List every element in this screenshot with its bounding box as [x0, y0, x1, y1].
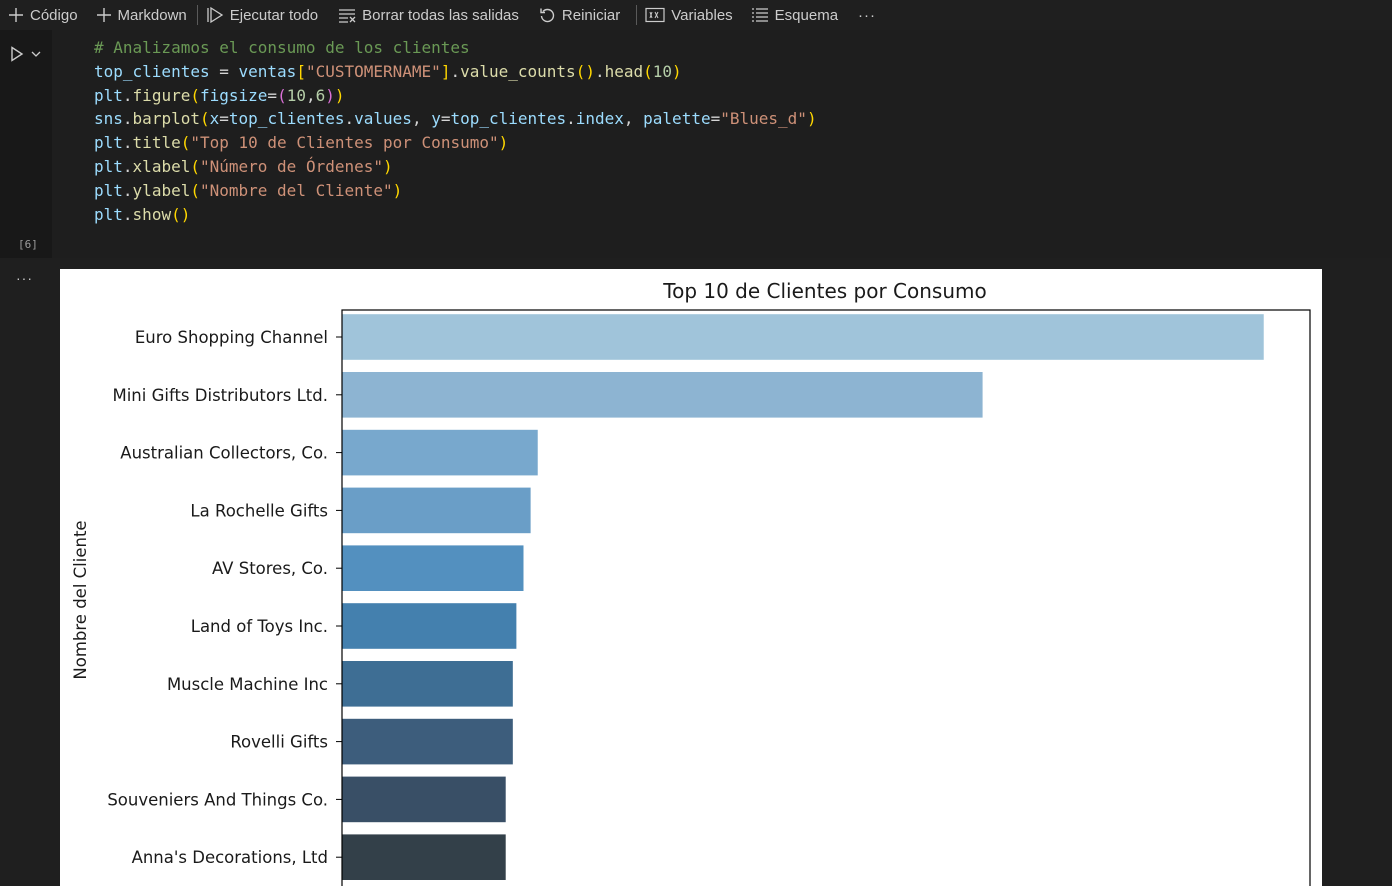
more-actions-button[interactable]: ··· [858, 0, 876, 30]
add-markdown-cell-button[interactable]: Markdown [96, 0, 187, 30]
restart-label: Reiniciar [561, 6, 621, 24]
bar-8 [342, 718, 513, 765]
more-actions-icon: ··· [858, 6, 877, 24]
bar-3 [342, 429, 538, 476]
run-cell-button[interactable] [10, 44, 50, 64]
bar-chart: Top 10 de Clientes por Consumo Nombre de… [71, 279, 1311, 886]
clear-all-icon [339, 9, 356, 23]
bar-7 [342, 661, 513, 707]
chart-y-axis-label: Nombre del Cliente [71, 520, 90, 679]
y-tick-label: Mini Gifts Distributors Ltd. [112, 386, 328, 405]
bar-4 [342, 487, 531, 534]
y-tick-label: AV Stores, Co. [212, 559, 328, 578]
add-code-cell-button[interactable]: Código [8, 0, 78, 30]
code-line: top_clientes = ventas["CUSTOMERNAME"].va… [94, 61, 682, 81]
code-editor[interactable]: # Analizamos el consumo de los clientes … [52, 30, 1392, 258]
bar-2 [342, 372, 983, 418]
code-block[interactable]: # Analizamos el consumo de los clientes … [94, 36, 817, 226]
code-line: # Analizamos el consumo de los clientes [94, 38, 470, 57]
y-tick-label: Australian Collectors, Co. [120, 444, 328, 463]
bar-1 [342, 314, 1264, 360]
y-tick-label: Muscle Machine Inc [167, 675, 328, 694]
variables-button[interactable]: Variables [645, 0, 733, 30]
clear-all-outputs-label: Borrar todas las salidas [362, 6, 519, 24]
variables-label: Variables [671, 6, 733, 24]
y-tick-label: Souveniers And Things Co. [107, 790, 328, 809]
plus-icon [96, 8, 111, 22]
bar-10 [342, 834, 506, 880]
outline-button[interactable]: Esquema [751, 0, 838, 30]
code-comment: # Analizamos el consumo de los clientes [94, 38, 470, 57]
bar-5 [342, 545, 524, 591]
code-line: plt.xlabel("Número de Órdenes") [94, 156, 393, 176]
run-all-label: Ejecutar todo [229, 6, 319, 24]
clear-all-outputs-button[interactable]: Borrar todas las salidas [338, 0, 519, 30]
execution-count: [6] [18, 238, 38, 251]
cell-gutter: [6] [0, 30, 48, 258]
y-tick-label: Anna's Decorations, Ltd [132, 848, 328, 867]
cell-output: Top 10 de Clientes por Consumo Nombre de… [60, 269, 1322, 886]
notebook-toolbar: Código Markdown Ejecutar todo Borrar tod… [0, 0, 1392, 30]
restart-icon [540, 8, 554, 22]
code-line: plt.ylabel("Nombre del Cliente") [94, 180, 403, 200]
bar-9 [342, 776, 506, 823]
outline-icon [751, 8, 768, 22]
run-all-button[interactable]: Ejecutar todo [206, 0, 318, 30]
variables-icon [645, 7, 665, 23]
run-all-icon [207, 6, 223, 24]
add-code-cell-label: Código [30, 6, 78, 24]
chevron-down-icon[interactable] [30, 48, 42, 60]
chart-title: Top 10 de Clientes por Consumo [662, 279, 986, 303]
output-gutter [0, 258, 60, 886]
y-tick-label: La Rochelle Gifts [190, 501, 328, 520]
code-line: plt.show() [94, 204, 191, 224]
y-tick-label: Rovelli Gifts [230, 733, 328, 752]
plot-frame [341, 309, 1311, 886]
add-markdown-cell-label: Markdown [117, 6, 187, 24]
code-line: plt.figure(figsize=(10,6)) [94, 85, 345, 105]
toolbar-divider [636, 5, 638, 25]
y-tick-label: Euro Shopping Channel [135, 328, 328, 347]
bar-6 [342, 603, 517, 649]
outline-label: Esquema [774, 6, 839, 24]
output-more-icon[interactable]: ··· [16, 270, 33, 286]
y-tick-label: Land of Toys Inc. [191, 617, 328, 636]
code-line: sns.barplot(x=top_clientes.values, y=top… [94, 109, 817, 129]
plus-icon [9, 8, 23, 22]
play-icon [11, 46, 24, 62]
restart-button[interactable]: Reiniciar [539, 0, 620, 30]
code-line: plt.title("Top 10 de Clientes por Consum… [94, 133, 509, 153]
toolbar-divider [196, 5, 198, 25]
code-cell: [6] # Analizamos el consumo de los clien… [0, 30, 1392, 258]
